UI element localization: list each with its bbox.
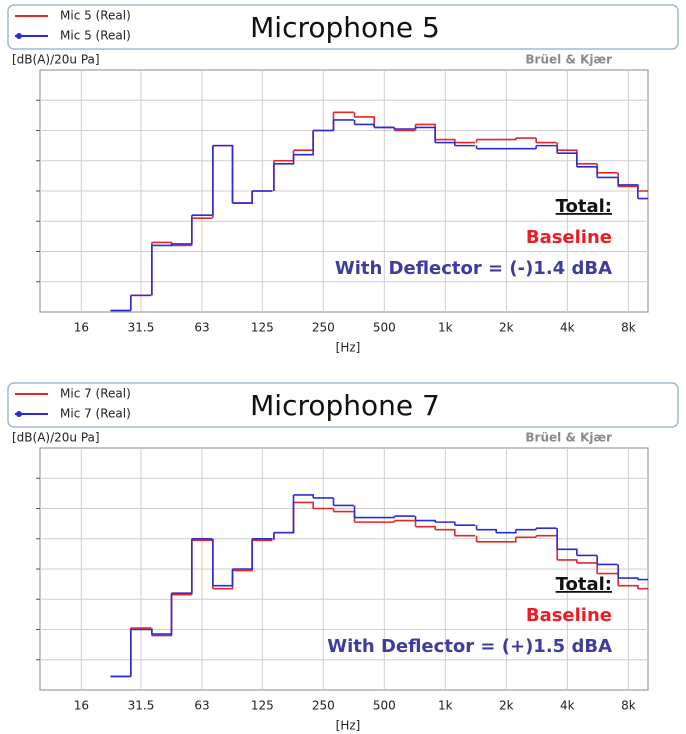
legend-label: Mic 5 (Real) <box>60 9 131 23</box>
y-axis-label: [dB(A)/20u Pa] <box>12 53 100 67</box>
legend-label: Mic 5 (Real) <box>60 29 131 43</box>
legend-label: Mic 7 (Real) <box>60 387 131 401</box>
brand: Brüel & Kjær <box>525 53 612 67</box>
legend-label: Mic 7 (Real) <box>60 407 131 421</box>
x-tick-label: 2k <box>499 699 514 713</box>
x-tick-label: 4k <box>560 699 575 713</box>
x-axis-label: [Hz] <box>336 719 361 733</box>
x-tick-label: 4k <box>560 321 575 335</box>
deflector-label: With Deflector = (+)1.5 dBA <box>327 636 612 657</box>
total-label: Total: <box>556 196 612 217</box>
chart-title: Microphone 7 <box>250 389 440 422</box>
x-tick-label: 63 <box>194 699 209 713</box>
x-tick-label: 31.5 <box>128 321 155 335</box>
x-tick-label: 125 <box>251 321 274 335</box>
x-tick-label: 125 <box>251 699 274 713</box>
x-tick-label: 500 <box>373 321 396 335</box>
x-tick-label: 16 <box>74 699 89 713</box>
legend-dot <box>16 411 22 417</box>
x-tick-label: 1k <box>438 321 453 335</box>
x-tick-label: 8k <box>621 321 636 335</box>
y-axis-label: [dB(A)/20u Pa] <box>12 431 100 445</box>
deflector-label: With Deflector = (-)1.4 dBA <box>335 258 612 279</box>
x-tick-label: 500 <box>373 699 396 713</box>
x-axis-label: [Hz] <box>336 341 361 355</box>
x-tick-label: 250 <box>312 699 335 713</box>
x-tick-label: 63 <box>194 321 209 335</box>
x-tick-label: 2k <box>499 321 514 335</box>
chart-title: Microphone 5 <box>250 11 440 44</box>
x-tick-label: 8k <box>621 699 636 713</box>
series <box>110 494 648 678</box>
chart: Microphone 5 Mic 5 (Real) Mic 5 (Real) [dB(… <box>7 4 679 355</box>
x-tick-label: 1k <box>438 699 453 713</box>
x-tick-label: 31.5 <box>128 699 155 713</box>
x-tick-label: 16 <box>74 321 89 335</box>
chart: Microphone 7 Mic 7 (Real) Mic 7 (Real) [dB(… <box>7 382 679 733</box>
legend-dot <box>16 33 22 39</box>
baseline-label: Baseline <box>526 605 612 626</box>
total-label: Total: <box>556 574 612 595</box>
series <box>110 119 648 312</box>
header-box <box>7 4 679 50</box>
x-tick-label: 250 <box>312 321 335 335</box>
header-box <box>7 382 679 428</box>
brand: Brüel & Kjær <box>525 431 612 445</box>
baseline-label: Baseline <box>526 227 612 248</box>
